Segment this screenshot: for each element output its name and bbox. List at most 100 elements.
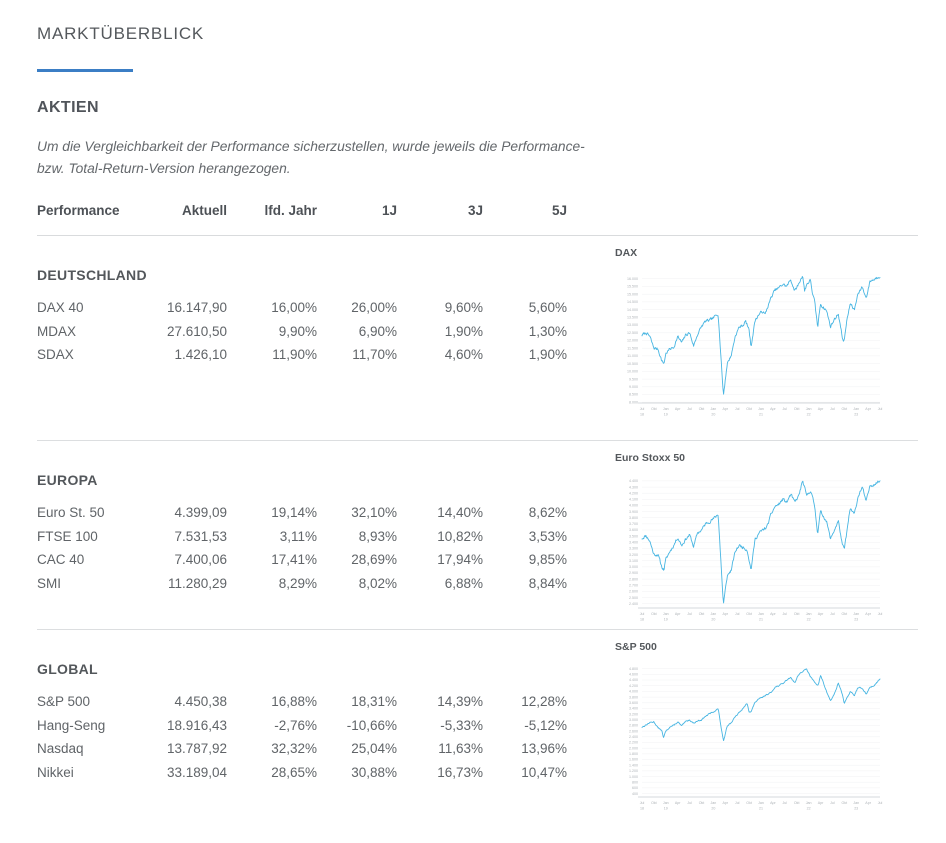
performance-note: Um die Vergleichbarkeit der Performance … xyxy=(37,136,918,181)
y-axis-label: 4.400 xyxy=(629,678,638,682)
y-axis-label: 4.200 xyxy=(629,491,638,495)
value-1j: 28,69% xyxy=(351,552,397,568)
y-axis-label: 13.500 xyxy=(627,315,638,319)
y-axis-label: 600 xyxy=(632,786,638,790)
value-aktuell: 16.147,90 xyxy=(166,299,227,315)
x-axis-label: Jul xyxy=(735,407,740,411)
x-axis-year-label: 22 xyxy=(807,412,811,416)
y-axis-label: 3.600 xyxy=(629,528,638,532)
y-axis-label: 3.000 xyxy=(629,565,638,569)
column-header-lfd-jahr: lfd. Jahr xyxy=(264,202,317,218)
x-axis-label: Okt xyxy=(699,801,705,805)
x-axis-label: Jul xyxy=(830,612,835,616)
section-rows: S&P 500 4.450,38 16,88% 18,31% 14,39% 12… xyxy=(37,690,615,784)
y-axis-label: 11.500 xyxy=(627,346,638,350)
y-axis-label: 2.800 xyxy=(629,577,638,581)
y-axis-label: 4.000 xyxy=(629,503,638,507)
x-axis-label: Okt xyxy=(842,407,848,411)
value-5j: 5,60% xyxy=(528,299,567,315)
x-axis-year-label: 21 xyxy=(759,806,763,810)
y-axis-label: 8.000 xyxy=(629,400,638,404)
value-5j: 13,96% xyxy=(521,741,567,757)
x-axis-label: Jul xyxy=(782,801,787,805)
y-axis-label: 2.800 xyxy=(629,723,638,727)
x-axis-year-label: 18 xyxy=(640,806,644,810)
value-5j: 9,85% xyxy=(528,552,567,568)
value-3j: 4,60% xyxy=(444,347,483,363)
x-axis-label: Jan xyxy=(806,612,812,616)
x-axis-label: Jan xyxy=(663,801,669,805)
value-1j: 26,00% xyxy=(351,299,397,315)
y-axis-label: 1.400 xyxy=(629,763,638,767)
x-axis-label: Apr xyxy=(818,801,824,805)
x-axis-label: Apr xyxy=(865,407,871,411)
y-axis-label: 1.200 xyxy=(629,769,638,773)
y-axis-label: 12.000 xyxy=(627,338,638,342)
x-axis-label: Okt xyxy=(699,612,705,616)
value-1j: 25,04% xyxy=(351,741,397,757)
stocks-section-heading: AKTIEN xyxy=(37,99,99,116)
x-axis-label: Jul xyxy=(687,612,692,616)
y-axis-label: 10.000 xyxy=(627,369,638,373)
column-header-1j: 1J xyxy=(381,202,397,218)
x-axis-year-label: 22 xyxy=(807,617,811,621)
value-5j: 1,90% xyxy=(528,347,567,363)
x-axis-label: Jan xyxy=(711,801,717,805)
x-axis-label: Apr xyxy=(675,612,681,616)
y-axis-label: 800 xyxy=(632,780,638,784)
value-1j: 32,10% xyxy=(351,504,397,520)
y-axis-label: 9.500 xyxy=(629,377,638,381)
x-axis-label: Jan xyxy=(758,407,764,411)
y-axis-label: 4.200 xyxy=(629,684,638,688)
index-name: Nikkei xyxy=(37,764,74,780)
x-axis-label: Apr xyxy=(770,407,776,411)
y-axis-label: 2.600 xyxy=(629,729,638,733)
x-axis-label: Jul xyxy=(782,612,787,616)
index-row: SMI 11.280,29 8,29% 8,02% 6,88% 8,84% xyxy=(37,571,615,595)
x-axis-label: Jan xyxy=(806,407,812,411)
x-axis-label: Okt xyxy=(794,801,800,805)
value-1j: -10,66% xyxy=(346,717,397,733)
index-name: FTSE 100 xyxy=(37,528,98,544)
y-axis-label: 12.500 xyxy=(627,331,638,335)
y-axis-label: 3.400 xyxy=(629,706,638,710)
x-axis-label: Okt xyxy=(746,612,752,616)
index-name: Euro St. 50 xyxy=(37,504,105,520)
value-5j: 3,53% xyxy=(528,528,567,544)
y-axis-label: 8.500 xyxy=(629,392,638,396)
value-5j: 8,62% xyxy=(528,504,567,520)
y-axis-label: 4.100 xyxy=(629,497,638,501)
y-axis-label: 3.200 xyxy=(629,552,638,556)
section-heading: EUROPA xyxy=(37,471,98,488)
x-axis-label: Apr xyxy=(865,801,871,805)
y-axis-label: 16.000 xyxy=(627,277,638,281)
y-axis-label: 14.000 xyxy=(627,307,638,311)
value-aktuell: 13.787,92 xyxy=(166,741,227,757)
value-3j: 6,88% xyxy=(444,575,483,591)
x-axis-label: Apr xyxy=(723,612,729,616)
value-aktuell: 4.450,38 xyxy=(174,693,227,709)
y-axis-label: 4.000 xyxy=(629,689,638,693)
column-header-3j: 3J xyxy=(467,202,483,218)
value-3j: 1,90% xyxy=(444,323,483,339)
chart-dax: 16.000 15.500 15.000 14.500 14.000 13.500 13.0… xyxy=(627,275,882,416)
value-3j: 17,94% xyxy=(437,552,483,568)
y-axis-label: 2.600 xyxy=(629,589,638,593)
x-axis-label: Jan xyxy=(853,801,859,805)
x-axis-year-label: 23 xyxy=(854,412,858,416)
x-axis-label: Jul xyxy=(687,407,692,411)
index-row: MDAX 27.610,50 9,90% 6,90% 1,90% 1,30% xyxy=(37,319,615,343)
y-axis-label: 15.500 xyxy=(627,284,638,288)
value-lfd-jahr: -2,76% xyxy=(274,717,317,733)
value-lfd-jahr: 32,32% xyxy=(271,741,317,757)
y-axis-label: 400 xyxy=(632,791,638,795)
x-axis-label: Apr xyxy=(818,612,824,616)
value-lfd-jahr: 17,41% xyxy=(271,552,317,568)
x-axis-label: Jul xyxy=(640,801,645,805)
index-row: SDAX 1.426,10 11,90% 11,70% 4,60% 1,90% xyxy=(37,343,615,367)
y-axis-label: 3.800 xyxy=(629,695,638,699)
y-axis-label: 2.400 xyxy=(629,735,638,739)
x-axis-label: Jan xyxy=(711,407,717,411)
x-axis-label: Jan xyxy=(663,612,669,616)
